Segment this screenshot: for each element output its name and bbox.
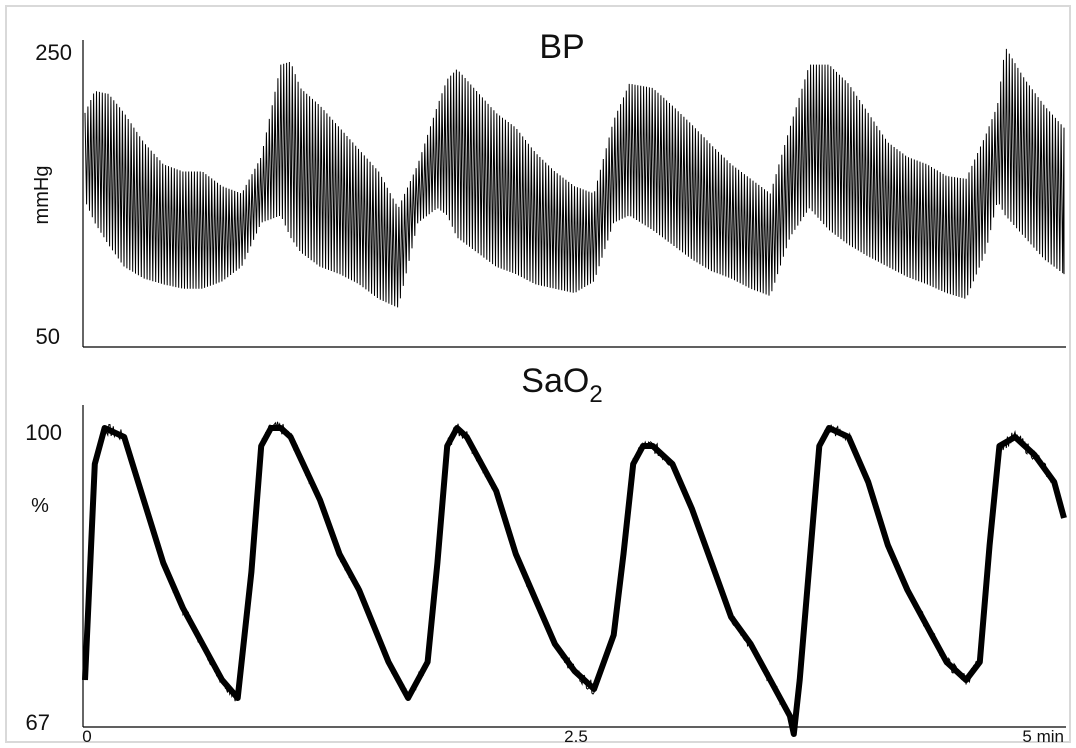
sao2-y-tick-bottom: 67 [26,710,50,735]
bp-pressure-trace [84,48,1065,308]
sao2-title-main: SaO [521,362,589,400]
x-tick-0: 0 [82,727,91,746]
bp-chart-title: BP [539,28,584,66]
sao2-chart-title: SaO2 [521,362,602,408]
figure-frame [5,5,1071,743]
bp-axes [82,40,1066,348]
bp-y-tick-top: 250 [35,40,72,65]
bp-y-tick-bottom: 50 [36,324,60,349]
sao2-trace-noise [84,421,1065,729]
sao2-axes [82,405,1066,728]
sao2-trace-layer [82,421,1067,737]
x-tick-5-min: 5 min [1022,727,1064,746]
sao2-saturation-trace [82,425,1067,737]
bp-trace-layer [84,48,1065,308]
sao2-title-subscript: 2 [589,381,602,408]
sao2-y-tick-top: 100 [25,420,62,445]
sao2-y-unit-label: % [31,495,49,517]
bp-y-unit-label: mmHg [31,166,53,225]
x-tick-2-5: 2.5 [564,727,588,746]
